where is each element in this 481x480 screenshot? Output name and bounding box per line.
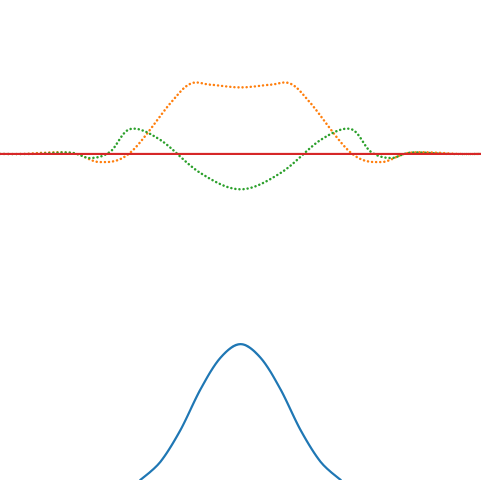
series-line-1 [0, 81, 481, 164]
series-layer [0, 81, 481, 480]
series-line-4 [139, 343, 342, 480]
series-line-2 [0, 127, 481, 191]
